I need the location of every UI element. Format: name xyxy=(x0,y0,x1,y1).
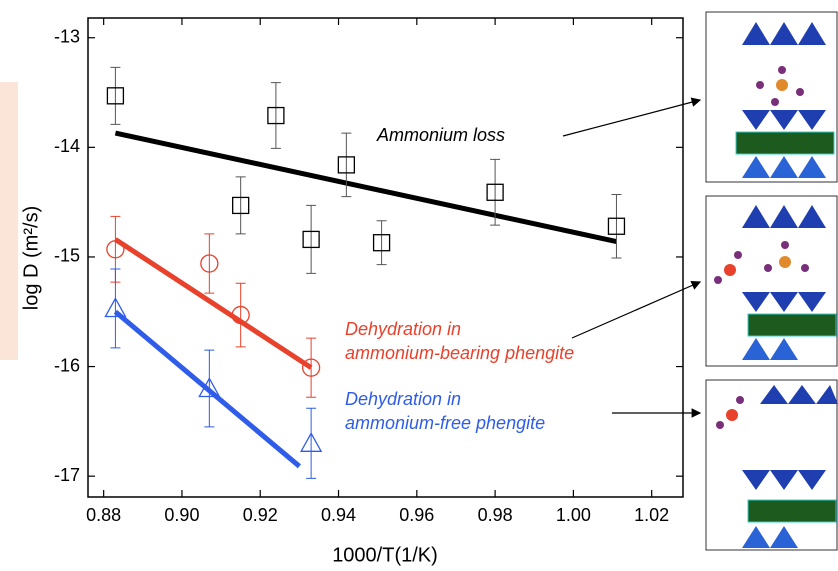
arrow xyxy=(562,97,702,137)
error-bar xyxy=(110,66,121,125)
structure-panel xyxy=(705,195,838,367)
x-axis-label: 1000/T(1/K) xyxy=(332,544,438,566)
data-point xyxy=(232,196,250,215)
error-bar xyxy=(341,132,352,198)
error-bar xyxy=(235,176,246,235)
error-bar xyxy=(110,268,121,349)
error-bar xyxy=(235,282,246,348)
y-axis-label: log D (m²/s) xyxy=(20,206,42,310)
annotation: Ammonium loss xyxy=(376,125,505,145)
side-band xyxy=(0,82,18,360)
structure-panels xyxy=(705,11,838,551)
data-point xyxy=(106,87,125,105)
x-tick-label: 0.98 xyxy=(478,505,513,525)
error-bar xyxy=(306,337,317,398)
data-point xyxy=(372,234,391,252)
fit-line xyxy=(114,130,617,245)
fit-line xyxy=(113,309,301,469)
data-point xyxy=(486,183,504,201)
y-tick-label: -15 xyxy=(54,246,80,266)
x-tick-label: 0.92 xyxy=(243,505,278,525)
error-bar xyxy=(270,82,281,149)
data-point xyxy=(300,431,323,452)
x-tick-label: 0.94 xyxy=(321,505,356,525)
y-tick-label: -14 xyxy=(54,136,80,156)
data-point xyxy=(337,156,356,174)
data-point xyxy=(301,358,321,377)
data-point xyxy=(200,254,219,273)
data-point xyxy=(267,106,285,125)
data-point xyxy=(106,240,125,259)
data-point xyxy=(198,377,221,398)
y-tick-label: -16 xyxy=(54,355,80,375)
structure-panel xyxy=(705,379,838,551)
x-tick-label: 0.90 xyxy=(164,505,199,525)
annotation: ammonium-bearing phengite xyxy=(345,343,574,363)
error-bar xyxy=(490,158,501,226)
structure-panel xyxy=(705,11,838,183)
error-bar xyxy=(306,204,317,274)
x-tick-label: 0.96 xyxy=(399,505,434,525)
error-bar xyxy=(306,407,317,479)
y-tick-label: -17 xyxy=(54,465,80,485)
data-point xyxy=(607,217,626,235)
arrows xyxy=(562,97,702,418)
data-point xyxy=(302,230,320,249)
error-bar xyxy=(611,193,622,259)
error-bar xyxy=(204,349,215,428)
annotation: Dehydration in xyxy=(345,319,461,339)
x-tick-label: 0.88 xyxy=(86,505,121,525)
data-point xyxy=(231,305,250,325)
fit-line xyxy=(114,237,313,370)
arrow xyxy=(571,280,702,339)
annotation: Dehydration in xyxy=(345,389,461,409)
x-tick-label: 1.00 xyxy=(556,505,591,525)
data-point xyxy=(104,297,127,318)
annotation: ammonium-free phengite xyxy=(345,413,545,433)
error-bar xyxy=(376,220,387,266)
error-bar xyxy=(204,233,215,294)
x-tick-label: 1.02 xyxy=(634,505,669,525)
y-tick-label: -13 xyxy=(54,26,80,46)
